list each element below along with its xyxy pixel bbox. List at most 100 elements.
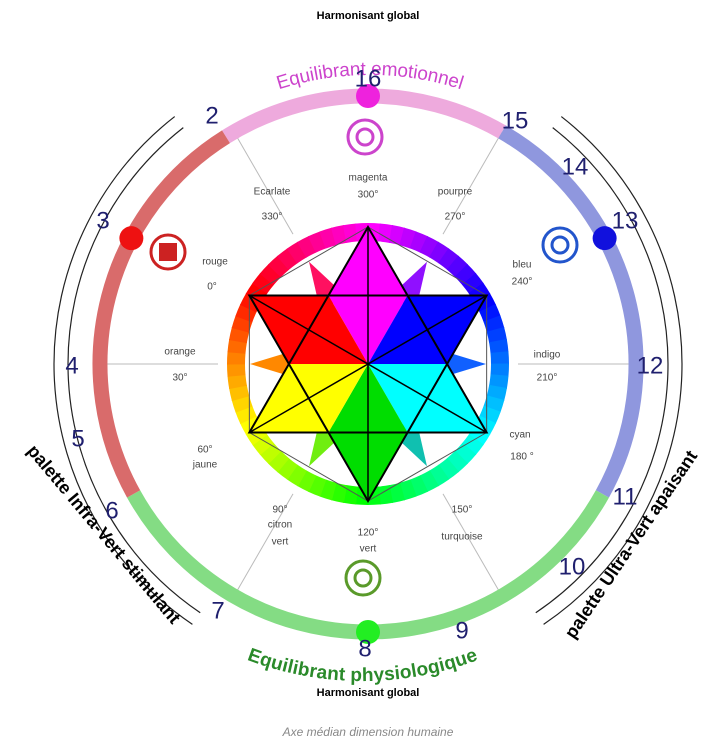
ring-number: 14: [562, 153, 589, 180]
hue-segment: [267, 270, 275, 279]
hue-segment: [390, 491, 402, 494]
diagram: Harmonisant global Equilibrant emotionne…: [0, 0, 724, 745]
hue-segment: [452, 263, 461, 271]
hue-segment: [283, 256, 293, 264]
color-label: 240°: [512, 277, 533, 288]
ring-number: 8: [358, 635, 371, 662]
hue-segment: [499, 364, 500, 376]
color-label: orange: [164, 347, 196, 358]
hue-segment: [452, 457, 461, 465]
color-label: pourpre: [438, 187, 473, 198]
color-label: Ecarlate: [254, 187, 291, 198]
ring-number: 6: [105, 497, 118, 524]
hue-segment: [274, 457, 283, 465]
chakra-icon: [346, 561, 380, 595]
hue-segment: [333, 234, 345, 237]
hue-segment: [267, 448, 275, 457]
hue-segment: [492, 398, 496, 410]
hue-segment: [461, 448, 469, 457]
hue-segment: [240, 318, 244, 330]
color-label: 270°: [445, 212, 466, 223]
hue-segment: [274, 263, 283, 271]
color-label: 90°: [272, 505, 287, 516]
hue-segment: [322, 488, 334, 492]
hue-segment: [461, 270, 469, 279]
hue-segment: [236, 375, 238, 387]
hue-segment: [322, 236, 334, 240]
chakra-icon-core: [552, 237, 568, 253]
hue-segment: [423, 244, 434, 250]
hue-segment: [244, 409, 249, 420]
chakra-icon: [543, 228, 577, 262]
hue-segment: [292, 249, 302, 256]
hue-segment: [487, 409, 492, 420]
color-label: 330°: [262, 212, 283, 223]
color-label: jaune: [192, 460, 218, 471]
palette-right: palette Ultra-Vert apaisant: [561, 447, 702, 642]
hue-segment: [345, 494, 357, 496]
hue-segment: [312, 483, 323, 488]
color-label: 30°: [172, 373, 187, 384]
color-label: turquoise: [441, 532, 483, 543]
ring-number: 12: [637, 352, 664, 379]
hue-segment: [487, 308, 492, 319]
hue-segment: [413, 240, 424, 245]
hue-segment: [238, 329, 241, 341]
hue-segment: [312, 240, 323, 245]
hue-segment: [423, 478, 434, 484]
bracket-arc: [68, 128, 200, 613]
header-title: Harmonisant global: [317, 10, 420, 22]
hue-segment: [238, 386, 241, 398]
ring-number: 7: [211, 597, 224, 624]
ring-number: 15: [502, 107, 529, 134]
chakra-icon: [348, 120, 382, 154]
color-label: citron: [268, 520, 292, 531]
hue-segment: [443, 256, 453, 264]
ring-number: 9: [455, 617, 468, 644]
footer-title: Harmonisant global: [317, 687, 420, 699]
hue-segment: [443, 465, 453, 473]
hue-segment: [434, 472, 444, 479]
hue-segment: [498, 341, 500, 353]
color-label: 150°: [452, 505, 473, 516]
hue-segment: [498, 375, 500, 387]
color-label: indigo: [534, 350, 561, 361]
chakra-icon-core: [159, 243, 177, 261]
ring-number: 11: [613, 483, 638, 510]
ring-number: 13: [612, 207, 639, 234]
ring-number: 5: [71, 425, 84, 452]
color-label: magenta: [349, 173, 388, 184]
hue-segment: [302, 244, 313, 250]
ring-number: 2: [205, 102, 218, 129]
hue-segment: [240, 398, 244, 410]
color-label: 120°: [358, 528, 379, 539]
hue-segment: [302, 478, 313, 484]
hue-segment: [434, 249, 444, 256]
ring-number: 4: [65, 352, 78, 379]
color-label: cyan: [509, 430, 530, 441]
hue-segment: [402, 488, 414, 492]
color-label: 300°: [358, 190, 379, 201]
color-label: 0°: [207, 282, 217, 293]
hue-segment: [236, 364, 237, 376]
hue-segment: [244, 308, 249, 319]
hue-segment: [492, 318, 496, 330]
ring-number: 3: [96, 207, 109, 234]
page: {"header":{"title":"Harmonisant global"}…: [0, 0, 724, 745]
chakra-icon-core: [357, 129, 373, 145]
hue-segment: [390, 234, 402, 237]
color-label: bleu: [513, 260, 532, 271]
color-label: rouge: [202, 257, 228, 268]
hue-segment: [402, 236, 414, 240]
hue-segment: [333, 491, 345, 494]
chakra-icon-core: [355, 570, 371, 586]
hue-segment: [236, 352, 237, 364]
color-label: 60°: [197, 445, 212, 456]
footer-caption: Axe médian dimension humaine: [282, 725, 454, 739]
hue-segment: [345, 232, 357, 234]
color-label: 180 °: [510, 452, 533, 463]
color-label: vert: [272, 537, 289, 548]
ring-dot: [119, 226, 143, 250]
hue-segment: [379, 232, 391, 234]
hue-segment: [379, 494, 391, 496]
